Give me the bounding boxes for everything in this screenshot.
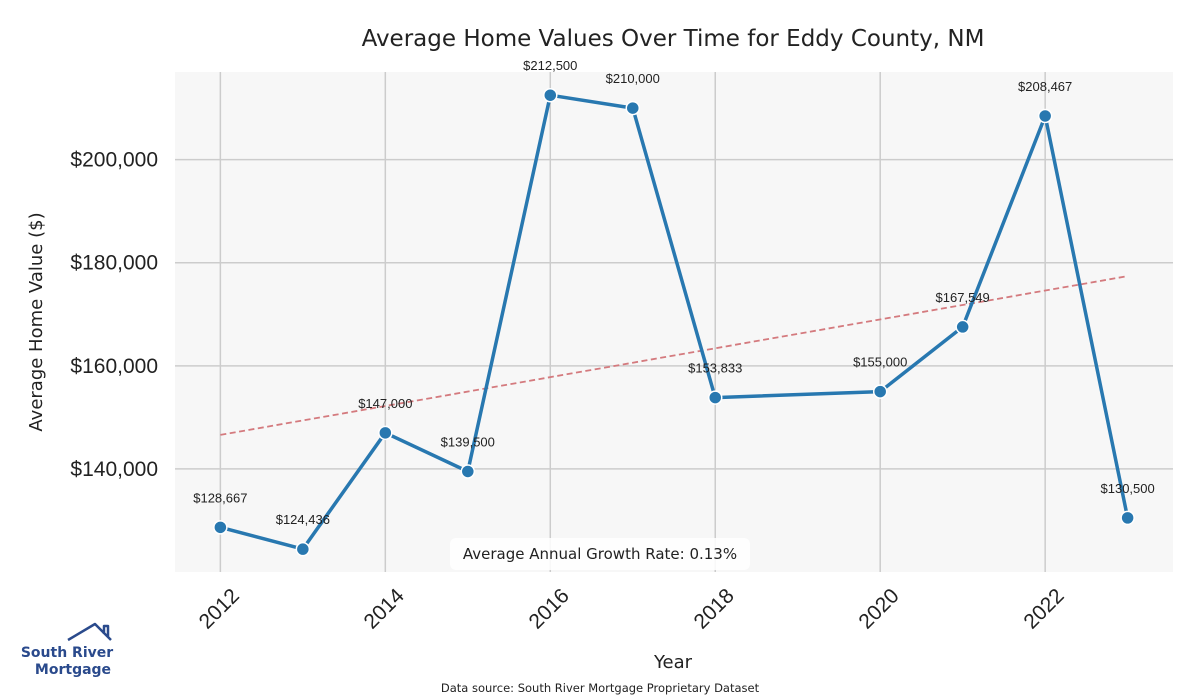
x-tick-label: 2020 bbox=[854, 584, 903, 633]
growth-rate-box: Average Annual Growth Rate: 0.13% bbox=[450, 538, 750, 570]
data-labels: $128,667 $124,436 $147,000 $139,500 $212,500… bbox=[193, 58, 1155, 527]
data-label: $153,833 bbox=[688, 361, 742, 376]
data-label: $130,500 bbox=[1101, 481, 1155, 496]
y-tick-label: $180,000 bbox=[70, 252, 158, 275]
grid-lines bbox=[175, 72, 1173, 572]
trend-line bbox=[220, 275, 1128, 436]
data-label: $210,000 bbox=[606, 71, 660, 86]
x-tick-label: 2012 bbox=[195, 584, 244, 633]
data-point bbox=[1037, 108, 1053, 124]
x-tick-label: 2016 bbox=[525, 584, 574, 633]
x-tick-label: 2022 bbox=[1019, 584, 1068, 633]
logo-line-1: South River bbox=[21, 645, 113, 661]
data-point bbox=[460, 464, 476, 479]
x-tick-label: 2018 bbox=[689, 584, 738, 633]
data-point bbox=[1120, 510, 1135, 526]
company-logo: South River Mortgage bbox=[21, 622, 113, 678]
data-label: $128,667 bbox=[193, 490, 247, 505]
data-label: $208,467 bbox=[1018, 79, 1072, 94]
data-point bbox=[295, 541, 311, 557]
house-roof-icon bbox=[67, 622, 112, 642]
data-point bbox=[707, 390, 723, 405]
data-point bbox=[955, 319, 970, 335]
plot-area bbox=[175, 72, 1173, 572]
x-ticks: 2012 2014 2016 2018 2020 2022 bbox=[195, 584, 1069, 634]
y-tick-label: $160,000 bbox=[70, 355, 158, 378]
data-label: $139,500 bbox=[441, 434, 495, 449]
y-axis-label: Average Home Value ($) bbox=[26, 212, 47, 431]
data-point bbox=[872, 384, 888, 399]
data-label: $212,500 bbox=[523, 58, 577, 73]
x-axis-label: Year bbox=[653, 652, 693, 673]
data-label: $147,000 bbox=[358, 396, 412, 411]
growth-rate-box-bg bbox=[450, 538, 750, 570]
data-label: $124,436 bbox=[276, 512, 330, 527]
data-point bbox=[213, 520, 228, 535]
chart-title: Average Home Values Over Time for Eddy C… bbox=[362, 26, 985, 52]
y-ticks: $140,000 $160,000 $180,000 $200,000 bbox=[70, 149, 158, 481]
data-points bbox=[213, 87, 1135, 557]
growth-rate-annotation: Average Annual Growth Rate: 0.13% bbox=[463, 545, 737, 563]
y-tick-label: $140,000 bbox=[70, 458, 158, 481]
logo-line-2: Mortgage bbox=[35, 662, 111, 678]
data-point bbox=[625, 100, 641, 116]
data-source-note: Data source: South River Mortgage Propri… bbox=[441, 681, 760, 695]
x-tick-label: 2014 bbox=[360, 584, 410, 634]
data-point bbox=[378, 425, 393, 441]
trend-line-group bbox=[220, 275, 1128, 436]
y-tick-label: $200,000 bbox=[70, 149, 158, 172]
data-label: $167,549 bbox=[936, 290, 990, 305]
data-label: $155,000 bbox=[853, 355, 907, 370]
data-point bbox=[543, 87, 558, 103]
